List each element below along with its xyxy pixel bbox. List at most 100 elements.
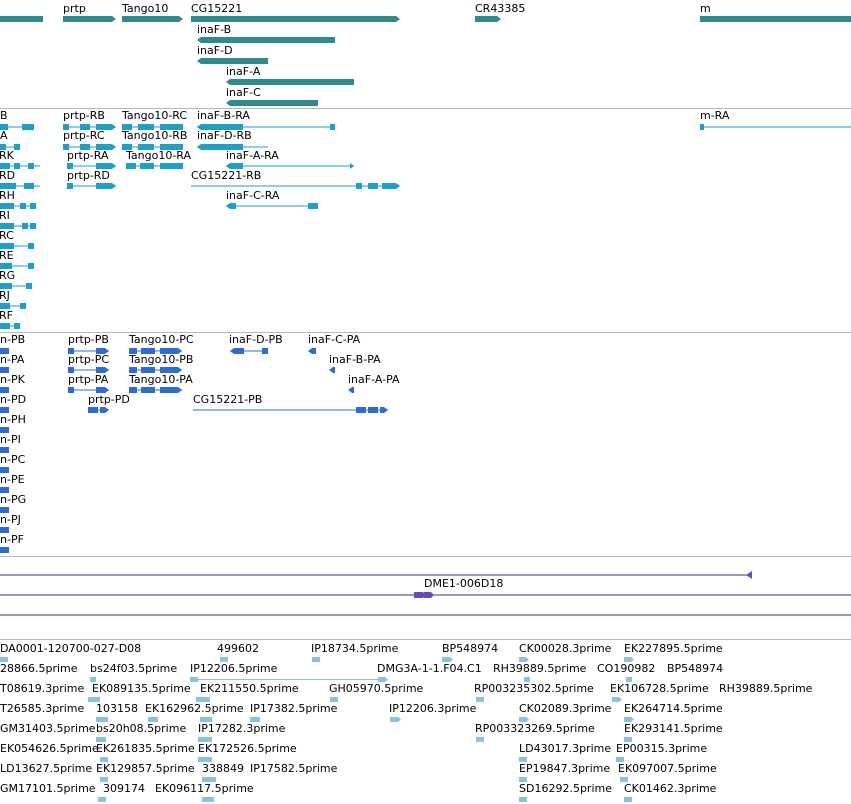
est-label: EK293141.5prime (624, 722, 723, 735)
transcript-label: inaF-D-RB (197, 129, 252, 142)
gene-glyph[interactable] (197, 58, 268, 64)
transcript-track: B prtp-RB Tango10-RC inaF-B-RA m-RA A pr… (0, 109, 851, 332)
transcript-label: -RJ (0, 289, 10, 302)
transcript-label: -RG (0, 269, 16, 282)
protein-label: prtp-PC (68, 353, 110, 366)
est-label: bs20h08.5prime (96, 722, 187, 735)
contig-glyphs (0, 571, 851, 616)
transcript-label: -RK (0, 149, 14, 162)
est-label: LD43017.3prime (519, 742, 612, 755)
protein-label: n-PD (0, 393, 27, 406)
track-separator (0, 639, 851, 640)
gene-glyphs (0, 16, 851, 106)
est-label: EK106728.5prime (610, 682, 709, 695)
est-label: EK129857.5prime (96, 762, 195, 775)
protein-label: n-PA (0, 353, 25, 366)
transcript-glyphs (0, 124, 851, 329)
est-label: BP548974 (667, 662, 724, 675)
est-label: RH39889.5prime (493, 662, 587, 675)
transcript-label: inaF-B-RA (197, 109, 250, 122)
est-label: CK02089.3prime (519, 702, 612, 715)
transcript-label: -RD (0, 169, 16, 182)
protein-glyphs (0, 348, 388, 553)
gene-track: prtp Tango10 CG15221 CR43385 m inaF-B in… (0, 0, 851, 108)
transcript-label: B (0, 109, 8, 122)
transcript-label: inaF-A-RA (226, 149, 279, 162)
est-label: CO190982 (597, 662, 656, 675)
est-label: EK211550.5prime (200, 682, 299, 695)
transcript-label: prtp-RB (63, 109, 105, 122)
transcript-label: -RE (0, 249, 14, 262)
est-label: GM31403.5prime (0, 722, 96, 735)
est-label: EK264714.5prime (624, 702, 723, 715)
contig-end-marker[interactable] (746, 571, 752, 579)
est-label: BP548974 (442, 642, 499, 655)
est-label: 28866.5prime (0, 662, 78, 675)
transcript-label: prtp-RD (67, 169, 110, 182)
protein-label: Tango10-PA (129, 373, 193, 386)
gene-glyph[interactable] (226, 100, 318, 106)
gene-glyph[interactable] (475, 16, 501, 22)
protein-label: prtp-PD (88, 393, 130, 406)
contig-label: DME1-006D18 (424, 577, 504, 590)
transcript-label: prtp-RC (63, 129, 105, 142)
est-label: IP17582.5prime (250, 762, 338, 775)
est-label: EK172526.5prime (198, 742, 297, 755)
est-label: EK227895.5prime (624, 642, 723, 655)
gene-label: m (700, 2, 711, 15)
gene-label: CR43385 (475, 2, 526, 15)
gene-glyph[interactable] (122, 16, 183, 22)
transcript-label: inaF-C-RA (226, 189, 280, 202)
protein-label: n-PH (0, 413, 26, 426)
gene-glyph[interactable] (191, 16, 400, 22)
est-label: EK089135.5prime (92, 682, 191, 695)
gene-glyph[interactable] (0, 16, 43, 22)
transcript-label: -RF (0, 309, 13, 322)
est-label: DA0001-120700-027-D08 (0, 642, 142, 655)
gene-glyph[interactable] (700, 16, 851, 22)
gene-label: inaF-B (197, 23, 232, 36)
protein-label: CG15221-PB (193, 393, 263, 406)
gene-label: prtp (63, 2, 86, 15)
protein-label: inaF-C-PA (308, 333, 361, 346)
est-label: SD16292.5prime (519, 782, 612, 795)
protein-label: inaF-A-PA (348, 373, 400, 386)
protein-track: n-PB prtp-PB Tango10-PC inaF-D-PB inaF-C… (0, 333, 851, 556)
est-glyphs (0, 657, 634, 802)
transcript-label: Tango10-RA (126, 149, 192, 162)
contig-glyph[interactable] (414, 592, 426, 598)
contig-glyph[interactable] (424, 592, 434, 598)
est-label: IP17382.5prime (250, 702, 338, 715)
gene-glyph[interactable] (197, 37, 335, 43)
track-separator (0, 108, 851, 109)
transcript-label: m-RA (700, 109, 730, 122)
protein-label: n-PJ (0, 513, 21, 526)
est-label: EK261835.5prime (96, 742, 195, 755)
est-label: EK097007.5prime (618, 762, 717, 775)
transcript-label: -RI (0, 209, 10, 222)
est-label: CK01462.3prime (624, 782, 717, 795)
protein-label: inaF-D-PB (229, 333, 283, 346)
gene-glyph[interactable] (226, 79, 354, 85)
track-separator (0, 332, 851, 333)
transcript-label: CG15221-RB (191, 169, 262, 182)
est-label: 499602 (217, 642, 259, 655)
est-label: EP00315.3prime (616, 742, 708, 755)
est-track: DA0001-120700-027-D08 499602 IP18734.5pr… (0, 640, 851, 804)
est-label: EP19847.3prime (519, 762, 611, 775)
est-label: EK054626.5prime (0, 742, 99, 755)
protein-label: n-PG (0, 493, 27, 506)
transcript-label: Tango10-RB (122, 129, 188, 142)
protein-label: n-PI (0, 433, 21, 446)
protein-label: inaF-B-PA (329, 353, 381, 366)
transcript-label: -RC (0, 229, 14, 242)
est-label: IP12206.5prime (190, 662, 278, 675)
est-label: EK162962.5prime (145, 702, 244, 715)
est-label: IP12206.3prime (389, 702, 477, 715)
gene-label: inaF-A (226, 65, 261, 78)
est-label: 103158 (96, 702, 138, 715)
transcript-label: Tango10-RC (122, 109, 188, 122)
est-label: CK00028.3prime (519, 642, 612, 655)
gene-glyph[interactable] (63, 16, 116, 22)
est-label: RP003323269.5prime (475, 722, 595, 735)
